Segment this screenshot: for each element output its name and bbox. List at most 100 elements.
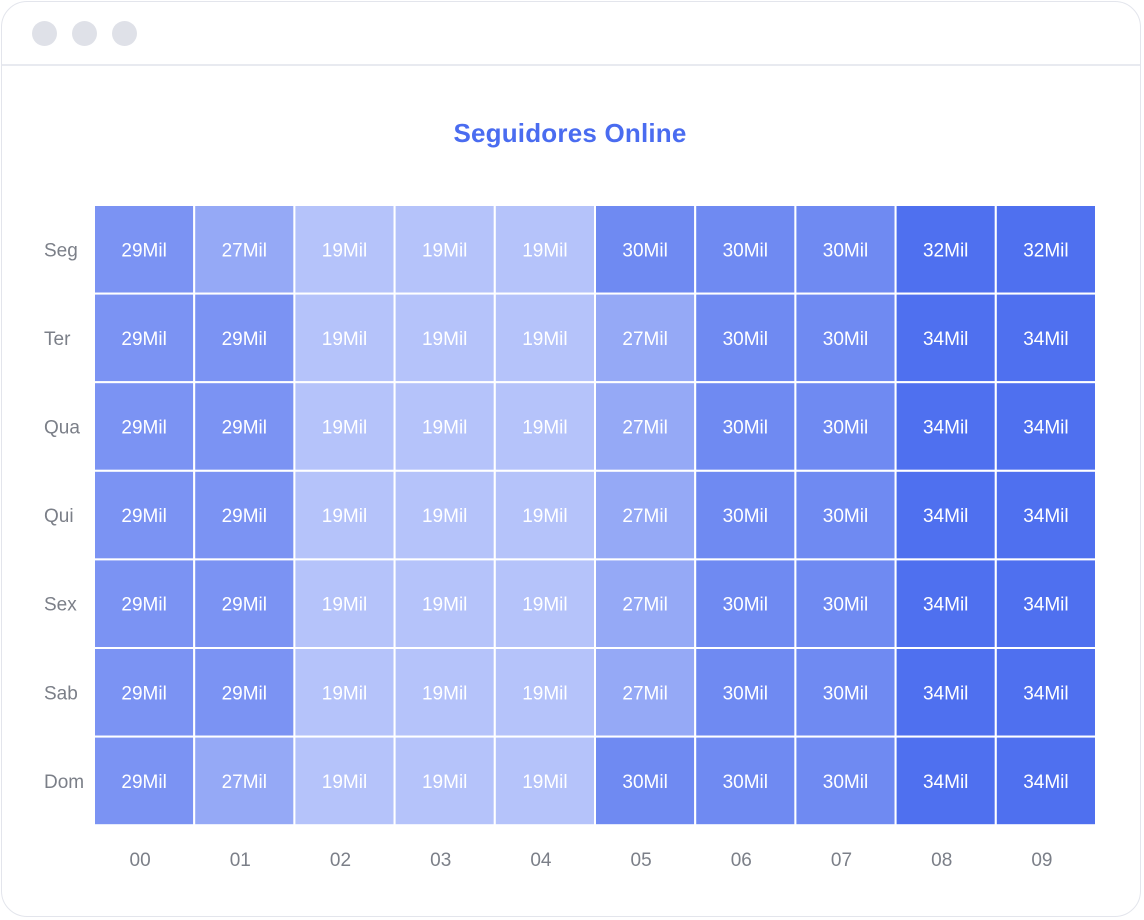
window-close-dot[interactable] [32, 21, 57, 46]
heatmap-cell-label: 19Mil [422, 329, 467, 350]
column-label: 07 [831, 850, 852, 871]
heatmap-cell-label: 19Mil [522, 595, 567, 616]
heatmap-cell-label: 30Mil [723, 329, 768, 350]
heatmap-cell [493, 647, 596, 738]
heatmap-cell [293, 381, 396, 472]
heatmap-cell-label: 19Mil [422, 683, 467, 704]
heatmap-cell-label: 19Mil [422, 506, 467, 527]
window-minimize-dot[interactable] [72, 21, 97, 46]
heatmap-cell [393, 292, 496, 384]
heatmap-cell-label: 34Mil [1023, 683, 1068, 704]
heatmap-cell-label: 30Mil [823, 506, 868, 527]
heatmap-cell-label: 34Mil [923, 506, 968, 527]
heatmap-cell [794, 292, 897, 384]
heatmap-cell [93, 558, 196, 650]
heatmap-cell [193, 292, 296, 384]
heatmap-cell-label: 19Mil [322, 506, 367, 527]
row-label: Qui [44, 506, 74, 527]
heatmap-cell [994, 558, 1097, 650]
heatmap-cell-label: 19Mil [522, 418, 567, 439]
row-label: Sab [44, 683, 78, 704]
heatmap-cell [694, 381, 797, 472]
heatmap-cell-label: 19Mil [322, 772, 367, 793]
heatmap-cell-label: 29Mil [222, 506, 267, 527]
heatmap-cell-label: 27Mil [622, 329, 667, 350]
heatmap-cell [493, 292, 596, 384]
heatmap-cell [594, 469, 697, 561]
heatmap-cell-label: 30Mil [723, 595, 768, 616]
heatmap-cell-label: 30Mil [723, 240, 768, 261]
heatmap-cell-label: 34Mil [1023, 595, 1068, 616]
heatmap-cell-label: 32Mil [923, 240, 968, 261]
heatmap-cell-label: 19Mil [522, 506, 567, 527]
heatmap-cell [794, 469, 897, 561]
heatmap-cell-label: 30Mil [823, 418, 868, 439]
heatmap-cell-label: 29Mil [121, 595, 166, 616]
heatmap-cell [694, 735, 797, 827]
heatmap-cell-label: 30Mil [723, 418, 768, 439]
heatmap-cell-label: 27Mil [622, 683, 667, 704]
heatmap-cell [293, 292, 396, 384]
heatmap-cell-label: 32Mil [1023, 240, 1068, 261]
heatmap-cell-label: 34Mil [923, 418, 968, 439]
heatmap-cell [894, 558, 997, 650]
heatmap-cell-label: 34Mil [1023, 772, 1068, 793]
heatmap-cell-label: 19Mil [522, 683, 567, 704]
heatmap-cell [193, 647, 296, 738]
heatmap-cell-label: 34Mil [1023, 418, 1068, 439]
heatmap-cell [293, 647, 396, 738]
heatmap-cell-label: 30Mil [823, 240, 868, 261]
heatmap-cell [594, 204, 697, 295]
heatmap-cell-label: 27Mil [222, 772, 267, 793]
heatmap-cell [493, 204, 596, 295]
window-maximize-dot[interactable] [112, 21, 137, 46]
column-label: 02 [330, 850, 351, 871]
heatmap-cell [393, 735, 496, 827]
heatmap-cell [594, 292, 697, 384]
heatmap-cell [594, 558, 697, 650]
heatmap-cell-label: 27Mil [622, 418, 667, 439]
heatmap-cell [93, 381, 196, 472]
heatmap-cell-label: 30Mil [823, 329, 868, 350]
heatmap-cell-label: 29Mil [121, 418, 166, 439]
heatmap-cell [694, 469, 797, 561]
heatmap-cell-label: 19Mil [422, 418, 467, 439]
heatmap-cell-label: 30Mil [723, 772, 768, 793]
heatmap-cell [193, 735, 296, 827]
heatmap-cell [193, 558, 296, 650]
heatmap-cell-label: 29Mil [121, 683, 166, 704]
heatmap-cell-label: 34Mil [1023, 329, 1068, 350]
heatmap-cell-label: 30Mil [622, 240, 667, 261]
heatmap-cell [694, 558, 797, 650]
heatmap-cell-label: 29Mil [222, 418, 267, 439]
heatmap-cell [293, 469, 396, 561]
heatmap-cell-label: 19Mil [522, 329, 567, 350]
heatmap-cell-label: 19Mil [322, 683, 367, 704]
column-label: 09 [1031, 850, 1052, 871]
column-label: 03 [430, 850, 451, 871]
heatmap-cell-label: 19Mil [422, 240, 467, 261]
heatmap-cell [894, 735, 997, 827]
column-label: 00 [130, 850, 151, 871]
column-label: 05 [631, 850, 652, 871]
heatmap-cell-label: 34Mil [1023, 506, 1068, 527]
heatmap-cell-label: 30Mil [622, 772, 667, 793]
row-label: Seg [44, 240, 78, 261]
heatmap-cell [994, 381, 1097, 472]
column-label: 08 [931, 850, 952, 871]
column-label: 01 [230, 850, 251, 871]
heatmap-cell [493, 381, 596, 472]
heatmap-cell [594, 647, 697, 738]
heatmap-cell [93, 735, 196, 827]
heatmap-cell-label: 34Mil [923, 329, 968, 350]
heatmap-cell-label: 19Mil [322, 329, 367, 350]
heatmap-cell-label: 19Mil [322, 240, 367, 261]
heatmap-cell-label: 29Mil [121, 329, 166, 350]
heatmap-cell [493, 558, 596, 650]
heatmap-cell-label: 30Mil [823, 683, 868, 704]
heatmap-cell [894, 204, 997, 295]
heatmap-cell-label: 19Mil [422, 772, 467, 793]
heatmap-cell [994, 647, 1097, 738]
heatmap-cell-label: 29Mil [222, 683, 267, 704]
